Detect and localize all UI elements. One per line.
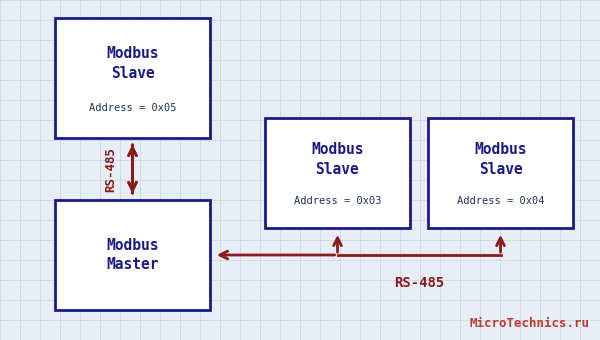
Text: Address = 0x03: Address = 0x03 bbox=[294, 195, 381, 205]
Text: Modbus
Slave: Modbus Slave bbox=[311, 142, 364, 177]
FancyBboxPatch shape bbox=[55, 200, 210, 310]
FancyBboxPatch shape bbox=[55, 18, 210, 138]
Text: MicroTechnics.ru: MicroTechnics.ru bbox=[470, 317, 590, 330]
FancyBboxPatch shape bbox=[428, 118, 573, 228]
Text: Address = 0x04: Address = 0x04 bbox=[457, 195, 544, 205]
Text: RS-485: RS-485 bbox=[104, 147, 117, 191]
Text: Modbus
Master: Modbus Master bbox=[106, 238, 159, 272]
Text: Address = 0x05: Address = 0x05 bbox=[89, 103, 176, 113]
FancyBboxPatch shape bbox=[265, 118, 410, 228]
Text: Modbus
Slave: Modbus Slave bbox=[106, 46, 159, 81]
Text: Modbus
Slave: Modbus Slave bbox=[474, 142, 527, 177]
Text: RS-485: RS-485 bbox=[394, 276, 444, 290]
